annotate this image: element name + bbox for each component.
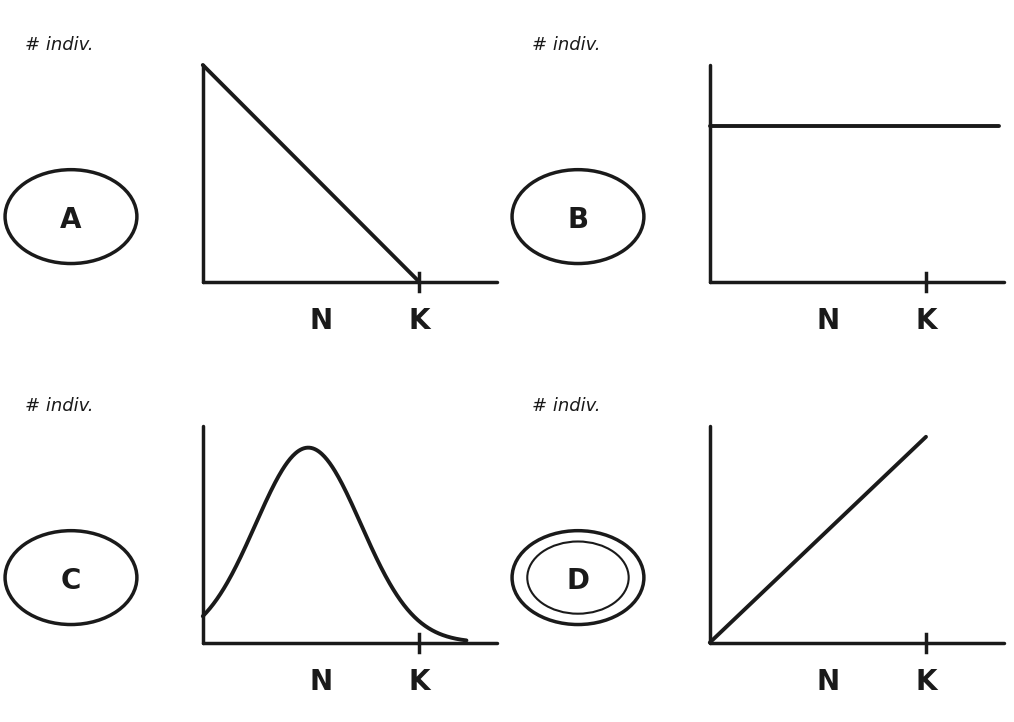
- Text: D: D: [567, 567, 589, 595]
- Text: # indiv.: # indiv.: [25, 36, 94, 54]
- Text: N: N: [817, 669, 840, 696]
- Text: K: K: [409, 669, 430, 696]
- Text: K: K: [916, 669, 937, 696]
- Text: # indiv.: # indiv.: [25, 397, 94, 415]
- Text: N: N: [310, 669, 333, 696]
- Text: B: B: [568, 206, 588, 234]
- Text: A: A: [60, 206, 82, 234]
- Text: C: C: [61, 567, 81, 595]
- Text: K: K: [916, 308, 937, 335]
- Text: # indiv.: # indiv.: [532, 36, 601, 54]
- Text: N: N: [310, 308, 333, 335]
- Text: N: N: [817, 308, 840, 335]
- Text: # indiv.: # indiv.: [532, 397, 601, 415]
- Text: K: K: [409, 308, 430, 335]
